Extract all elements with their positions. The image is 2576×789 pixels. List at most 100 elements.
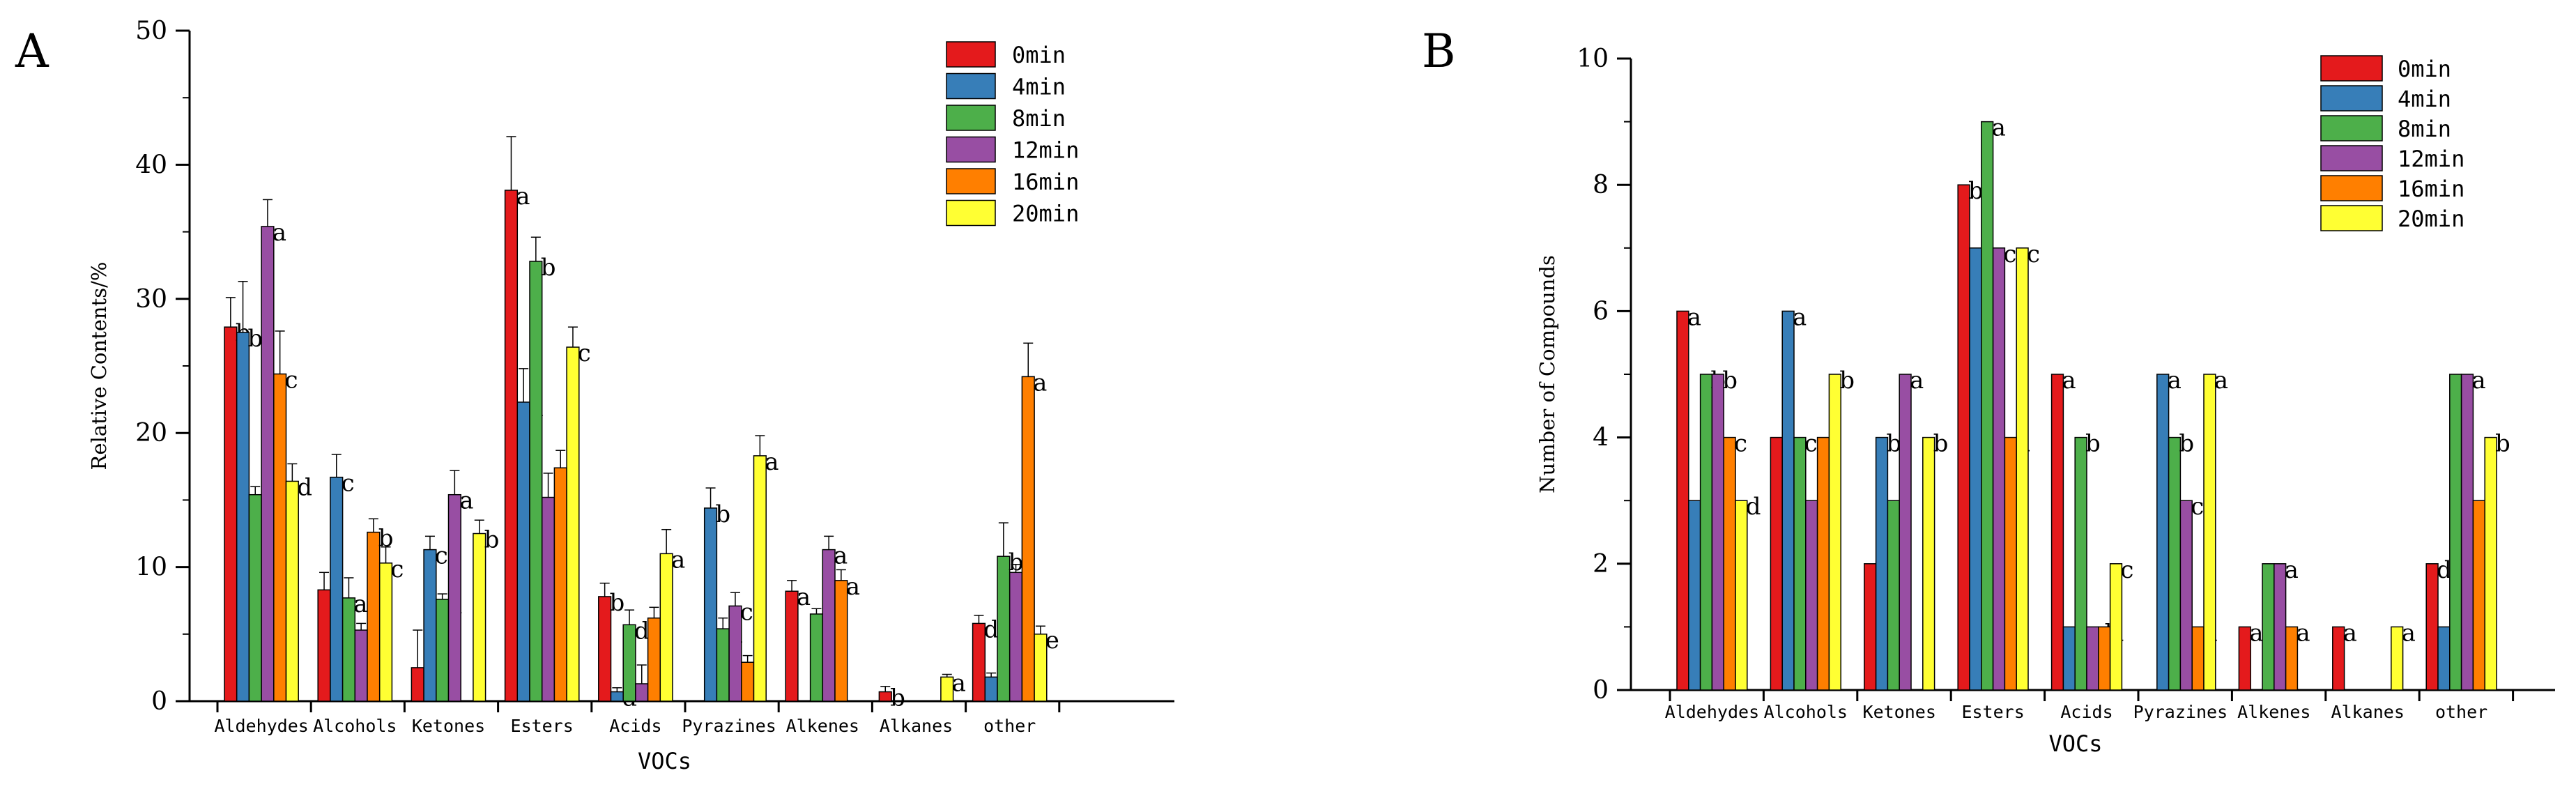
legend-label: 16min (2398, 176, 2464, 202)
legend-label: 12min (1012, 137, 1079, 164)
legend-swatch (946, 41, 996, 68)
bar-20min-Alkanes (2391, 626, 2404, 691)
significance-letter: d (2437, 556, 2452, 584)
bar-4min-Alcohols (1781, 310, 1795, 691)
bar-20min-Ketones (1922, 436, 1935, 691)
significance-letter: c (435, 542, 448, 570)
y-tick-label: 20 (135, 419, 167, 447)
bar-12min-Esters (1992, 247, 2006, 691)
legend-label: 8min (2398, 116, 2451, 142)
bar-12min-Esters (541, 496, 555, 702)
y-tick-label: 10 (1577, 45, 1609, 73)
x-category-label: Aldehydes (1665, 702, 1759, 722)
bar-20min-Acids (659, 553, 673, 702)
significance-letter: d (634, 617, 650, 645)
legend-swatch (946, 168, 996, 194)
significance-letter: b (2495, 430, 2510, 458)
significance-letter: c (2191, 493, 2204, 521)
x-category-label: Pyrazines (682, 716, 776, 736)
bar-0min-Esters (504, 190, 519, 702)
y-tick-label: 8 (1593, 171, 1609, 199)
legend-swatch (2320, 115, 2383, 141)
legend-label: 20min (2398, 206, 2464, 232)
significance-letter: c (1734, 430, 1747, 458)
x-category-label: Alkanes (2331, 702, 2405, 722)
x-category-label: Ketones (412, 716, 485, 736)
significance-letter: a (353, 590, 367, 618)
significance-letter: a (846, 573, 860, 601)
x-category-label: Alkenes (2237, 702, 2310, 722)
x-category-label: Acids (609, 716, 661, 736)
bar-8min-other (2449, 374, 2462, 691)
bar-16min-Esters (553, 467, 567, 702)
significance-letter: a (2214, 367, 2228, 394)
y-tick-label: 40 (135, 151, 167, 179)
significance-letter: b (890, 684, 905, 712)
x-category-label: other (2435, 702, 2487, 722)
significance-letter: c (740, 598, 753, 626)
x-category-label: Alkanes (880, 716, 953, 736)
bar-12min-other (2460, 374, 2474, 691)
significance-letter: a (2168, 367, 2182, 394)
bar-0min-Alcohols (1770, 436, 1783, 691)
significance-letter: e (1045, 627, 1059, 654)
legend-swatch (2320, 205, 2383, 231)
legend-label: 4min (1012, 74, 1066, 100)
panel-b-letter: B (1422, 24, 1456, 78)
y-tick-label: 0 (1593, 676, 1609, 705)
bar-8min-Esters (529, 261, 543, 702)
bar-12min-Ketones (1899, 374, 1912, 691)
significance-letter: b (1933, 430, 1949, 458)
significance-letter: d (983, 615, 999, 643)
bar-20min-Ketones (473, 533, 486, 702)
y-tick-label: 6 (1593, 297, 1609, 325)
y-tick-label: 2 (1593, 550, 1609, 579)
significance-letter: b (1968, 177, 1984, 205)
legend-label: 12min (2398, 146, 2464, 172)
significance-letter: b (2179, 430, 2194, 458)
significance-letter: b (484, 526, 500, 554)
legend-label: 0min (2398, 56, 2451, 82)
legend-swatch (2320, 55, 2383, 82)
bar-16min-Aldehydes (1723, 436, 1736, 691)
bar-0min-Alkanes (2332, 626, 2345, 691)
x-category-label: Alcohols (1764, 702, 1848, 722)
bar-20min-Esters (2016, 247, 2029, 691)
significance-letter: b (1722, 367, 1738, 394)
significance-letter: a (273, 219, 286, 247)
bar-20min-Pyrazines (753, 455, 767, 702)
bar-12min-Aldehydes (261, 226, 275, 702)
significance-letter: a (2285, 556, 2299, 584)
bar-8min-Aldehydes (248, 493, 262, 702)
bar-0min-Aldehydes (1676, 310, 1689, 691)
significance-letter: a (1992, 114, 2006, 142)
bar-20min-Alcohols (1828, 374, 1841, 691)
significance-letter: a (1687, 303, 1701, 331)
significance-letter: a (516, 183, 530, 210)
significance-letter: c (342, 470, 355, 498)
x-axis-title: VOCs (2048, 730, 2102, 757)
bar-16min-Aldehydes (273, 373, 287, 702)
x-category-label: Esters (1961, 702, 2024, 722)
x-category-label: Pyrazines (2133, 702, 2228, 722)
bar-16min-Esters (2004, 436, 2017, 691)
bar-20min-Esters (566, 346, 580, 702)
bar-4min-Alcohols (330, 476, 344, 702)
panel-a-chart: A 0 10 20 30 40 50 Relative Contents/% Aldehyde… (15, 17, 1174, 774)
significance-letter: a (1033, 369, 1047, 397)
bar-16min-other (2472, 500, 2485, 691)
significance-letter: a (1793, 303, 1807, 331)
y-axis-title: Relative Contents/% (87, 262, 111, 470)
significance-letter: b (541, 254, 556, 282)
y-axis-title: Number of Compounds (1535, 255, 1559, 493)
bar-0min-Acids (2050, 374, 2064, 691)
bar-8min-Aldehydes (1699, 374, 1713, 691)
significance-letter: c (2027, 240, 2040, 268)
significance-letter: b (378, 525, 394, 553)
bar-20min-Acids (2109, 563, 2123, 691)
legend-swatch (946, 199, 996, 227)
significance-letter: c (2003, 240, 2016, 268)
y-tick-label: 4 (1593, 424, 1609, 452)
legend-label: 0min (1012, 42, 1066, 68)
bar-12min-Alkenes (822, 549, 836, 702)
